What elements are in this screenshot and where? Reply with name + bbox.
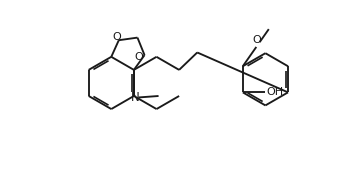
Text: O: O bbox=[112, 32, 121, 42]
Text: O: O bbox=[252, 35, 261, 45]
Text: OH: OH bbox=[267, 87, 284, 97]
Text: N: N bbox=[131, 91, 140, 104]
Text: O: O bbox=[135, 52, 143, 62]
